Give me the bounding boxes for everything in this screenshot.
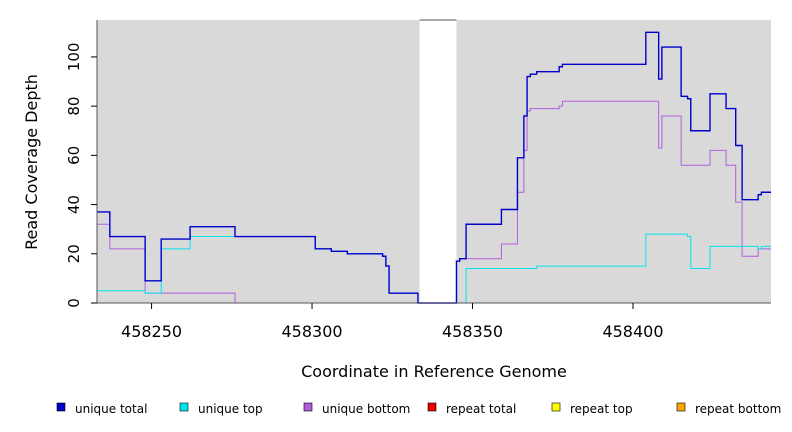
x-axis-label: Coordinate in Reference Genome	[301, 362, 567, 381]
legend-label-unique-bottom: unique bottom	[322, 402, 410, 416]
y-tick-label-20: 20	[65, 244, 83, 263]
plot-background	[97, 20, 771, 303]
legend-item-repeat-total: repeat total	[427, 402, 516, 416]
legend-label-repeat-top: repeat top	[570, 402, 633, 416]
legend-swatch-repeat-total	[427, 402, 437, 412]
x-tick-label-458300: 458300	[281, 322, 342, 341]
legend: unique total unique top unique bottom repea…	[56, 402, 781, 416]
y-axis-label: Read Coverage Depth	[22, 74, 41, 250]
gap-region-0	[419, 20, 457, 303]
legend-item-unique-total: unique total	[56, 402, 147, 416]
y-tick-label-100: 100	[65, 43, 83, 72]
x-tick-label-458400: 458400	[602, 322, 663, 341]
y-tick-label-40: 40	[65, 195, 83, 214]
legend-item-repeat-top: repeat top	[551, 402, 633, 416]
legend-label-unique-top: unique top	[198, 402, 263, 416]
x-tick-label-458350: 458350	[442, 322, 503, 341]
legend-swatch-unique-bottom	[303, 402, 313, 412]
x-tick-label-458250: 458250	[121, 322, 182, 341]
legend-item-unique-bottom: unique bottom	[303, 402, 410, 416]
y-tick-label-60: 60	[65, 146, 83, 165]
legend-swatch-repeat-bottom	[676, 402, 686, 412]
series-unique-total	[97, 31, 771, 304]
legend-label-repeat-total: repeat total	[446, 402, 516, 416]
y-tick-label-0: 0	[65, 298, 83, 308]
legend-label-unique-total: unique total	[75, 402, 147, 416]
legend-swatch-repeat-top	[551, 402, 561, 412]
legend-item-unique-top: unique top	[179, 402, 263, 416]
legend-swatch-unique-total	[56, 402, 66, 412]
axes: 0 20 40 60 80 100 458250 458300 458350 458400	[65, 19, 771, 341]
y-tick-label-80: 80	[65, 97, 83, 116]
legend-swatch-unique-top	[179, 402, 189, 412]
legend-label-repeat-bottom: repeat bottom	[695, 402, 781, 416]
legend-item-repeat-bottom: repeat bottom	[676, 402, 781, 416]
